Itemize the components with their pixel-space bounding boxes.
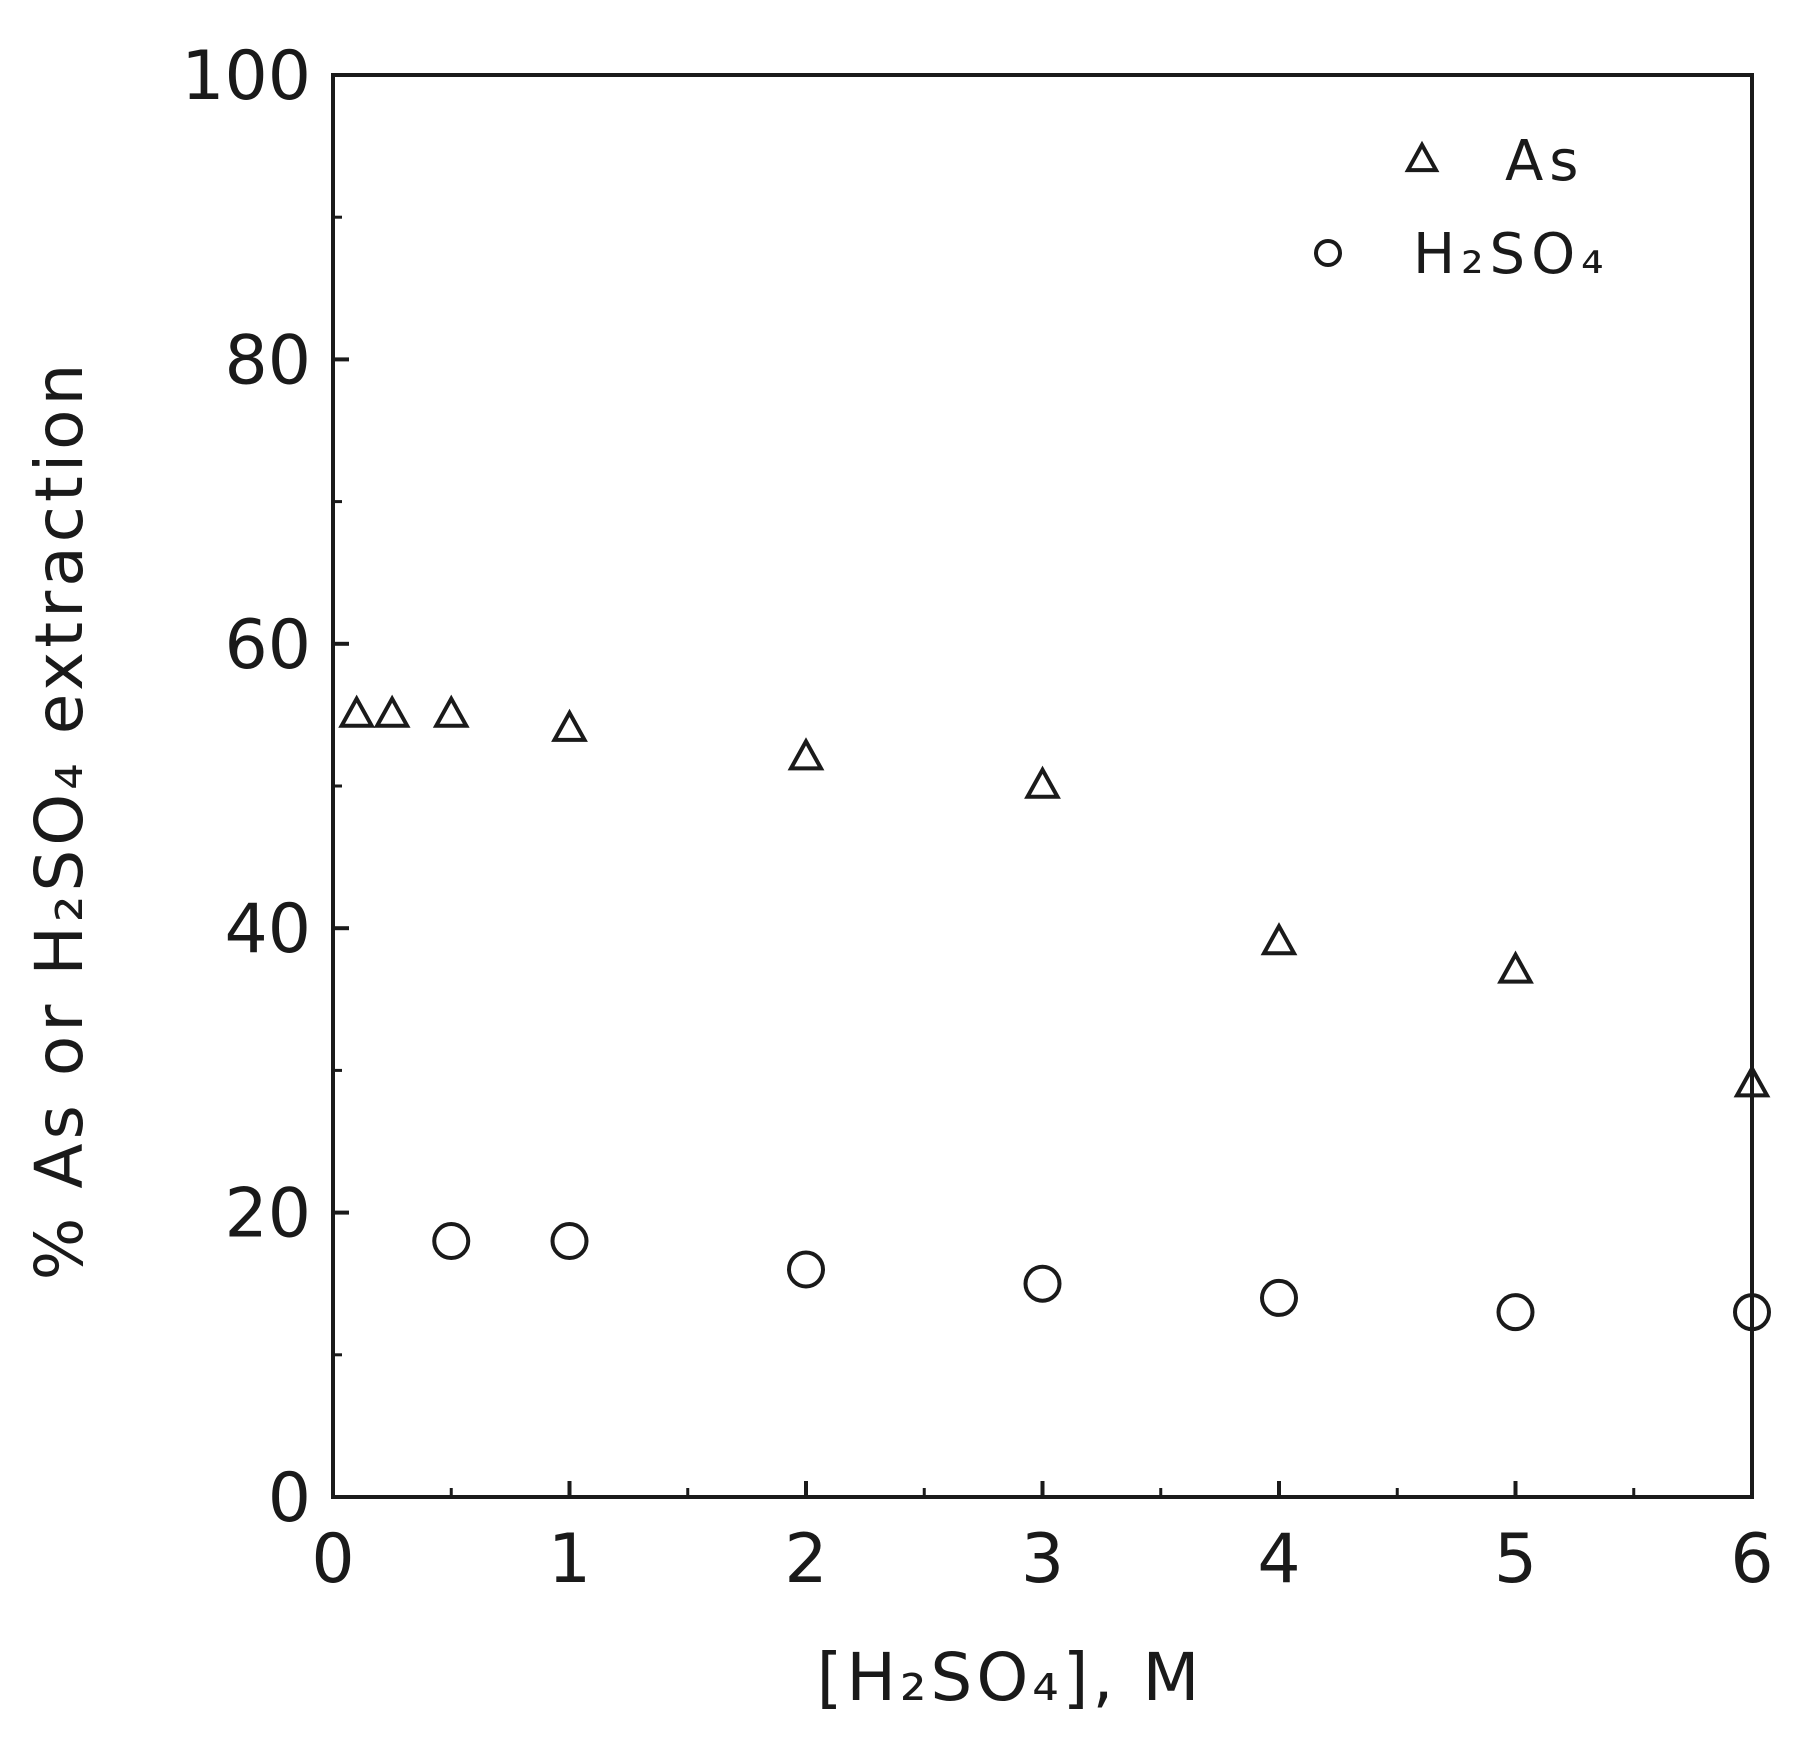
y-tick-label: 100 [181,37,311,116]
h2so4-point [432,1222,471,1261]
as-point [1497,950,1534,984]
legend-label-h2so4: H₂SO₄ [1413,222,1610,287]
h2so4-point [1496,1293,1535,1332]
x-tick-label: 5 [1494,1520,1537,1599]
x-tick-label: 4 [1257,1520,1300,1599]
data-points [338,694,1771,1332]
y-axis-label: % As or H₂SO₄ extraction [21,360,98,1281]
as-point [338,694,376,728]
y-tick-label: 40 [224,890,311,969]
legend: As H₂SO₄ [1314,129,1610,287]
as-point [1260,922,1298,956]
plot-area-border [331,73,1754,1499]
legend-label-as: As [1505,129,1584,194]
as-point [551,708,588,742]
axis-ticks [331,73,1754,1499]
y-tick-label: 80 [224,321,311,400]
h2so4-point [550,1222,589,1261]
as-point [1024,765,1061,799]
x-axis-label: [H₂SO₄], M [817,1639,1204,1716]
x-tick-label: 2 [784,1520,827,1599]
h2so4-point [787,1250,825,1289]
h2so4-point [1023,1264,1062,1303]
x-tick-label: 0 [311,1520,354,1599]
x-tick-label: 1 [548,1520,591,1599]
h2so4-point [1733,1293,1771,1332]
legend-triangle-icon [1404,140,1440,173]
plot-frame [331,73,1754,1499]
y-tick-label: 20 [224,1175,311,1254]
y-tick-label: 0 [268,1459,311,1538]
as-point [1733,1064,1771,1098]
h2so4-point [1260,1278,1298,1317]
legend-circle-icon [1314,239,1342,267]
as-point [373,694,411,728]
y-tick-label: 60 [224,606,311,685]
x-tick-label: 3 [1021,1520,1064,1599]
as-point [787,737,825,771]
as-point [432,694,470,728]
x-tick-label: 6 [1730,1520,1773,1599]
